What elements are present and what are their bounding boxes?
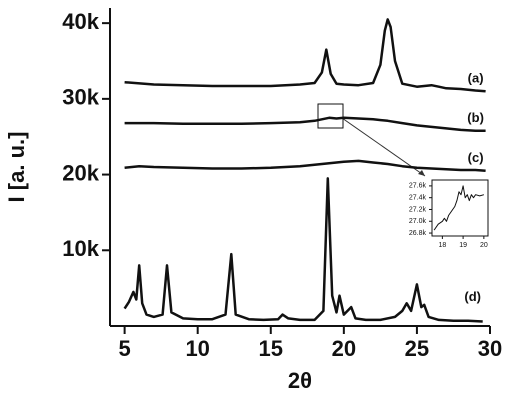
- x-tick-label: 25: [405, 336, 429, 361]
- y-tick-label: 20k: [62, 160, 99, 185]
- series-label: (c): [468, 150, 484, 165]
- x-tick-label: 5: [118, 336, 130, 361]
- x-tick-label: 20: [332, 336, 356, 361]
- arrow-head: [418, 170, 425, 176]
- series-label: (a): [468, 71, 484, 86]
- data-line: [123, 177, 483, 323]
- x-tick-label: 19: [459, 242, 467, 249]
- series-label: (b): [467, 110, 484, 125]
- y-tick-label: 27.0k: [409, 218, 427, 225]
- y-tick-label: 30k: [62, 85, 99, 110]
- data-line: [124, 116, 486, 132]
- y-tick-label: 27.2k: [409, 206, 427, 213]
- x-tick-label: 20: [480, 242, 488, 249]
- y-tick-label: 10k: [62, 236, 99, 261]
- x-tick-label: 10: [185, 336, 209, 361]
- y-tick-label: 26.8k: [409, 230, 427, 237]
- series-label: (d): [464, 289, 481, 304]
- x-tick-label: 18: [438, 242, 446, 249]
- data-line: [124, 18, 486, 93]
- x-tick-label: 15: [259, 336, 283, 361]
- zoom-box: [317, 103, 344, 129]
- y-axis-label: I [a. u.]: [4, 132, 29, 203]
- x-axis-label: 2θ: [288, 368, 312, 393]
- data-line: [124, 159, 486, 173]
- x-tick-label: 30: [478, 336, 502, 361]
- y-tick-label: 27.4k: [409, 195, 427, 202]
- data-line: [433, 185, 485, 231]
- inset-frame: [431, 179, 489, 237]
- y-tick-label: 40k: [62, 9, 99, 34]
- y-tick-label: 27.6k: [409, 183, 427, 190]
